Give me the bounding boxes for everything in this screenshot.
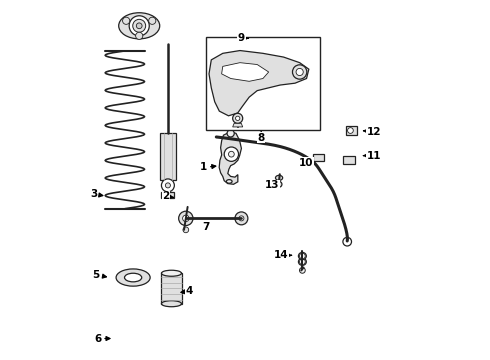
- Circle shape: [183, 227, 189, 233]
- Circle shape: [179, 211, 193, 226]
- Text: 5: 5: [93, 270, 106, 280]
- Polygon shape: [221, 63, 269, 81]
- Polygon shape: [160, 134, 176, 180]
- Text: 8: 8: [258, 132, 265, 143]
- Bar: [205, 37, 320, 130]
- Text: 10: 10: [299, 158, 313, 168]
- Text: 3: 3: [91, 189, 103, 199]
- Polygon shape: [346, 126, 357, 135]
- Circle shape: [228, 151, 234, 157]
- Polygon shape: [161, 192, 174, 198]
- Circle shape: [293, 65, 307, 79]
- Circle shape: [136, 32, 143, 40]
- Circle shape: [129, 16, 149, 36]
- Polygon shape: [233, 123, 243, 127]
- Circle shape: [136, 23, 142, 29]
- Circle shape: [299, 259, 305, 265]
- Circle shape: [122, 17, 130, 24]
- Circle shape: [299, 253, 305, 259]
- Bar: [313, 154, 323, 161]
- Polygon shape: [161, 273, 181, 304]
- Circle shape: [166, 183, 171, 188]
- Ellipse shape: [298, 252, 306, 260]
- Text: 13: 13: [265, 180, 279, 190]
- Ellipse shape: [161, 270, 181, 276]
- Bar: [343, 156, 355, 164]
- Circle shape: [233, 113, 243, 123]
- Ellipse shape: [124, 273, 142, 282]
- Circle shape: [235, 212, 248, 225]
- Circle shape: [347, 128, 353, 134]
- Text: 14: 14: [273, 250, 292, 260]
- Ellipse shape: [116, 269, 150, 286]
- Ellipse shape: [275, 175, 283, 180]
- Circle shape: [236, 116, 240, 121]
- Text: 7: 7: [202, 222, 209, 232]
- Polygon shape: [209, 50, 309, 116]
- Text: 1: 1: [200, 162, 216, 172]
- Text: 12: 12: [364, 127, 381, 136]
- Polygon shape: [219, 132, 242, 184]
- Text: 4: 4: [181, 286, 193, 296]
- Circle shape: [183, 215, 189, 222]
- Text: 2: 2: [163, 191, 173, 201]
- Ellipse shape: [298, 258, 306, 265]
- Text: 11: 11: [364, 150, 381, 161]
- Circle shape: [296, 68, 303, 76]
- Circle shape: [227, 130, 234, 137]
- Circle shape: [343, 237, 351, 246]
- Circle shape: [224, 147, 239, 161]
- Ellipse shape: [161, 301, 181, 307]
- Circle shape: [148, 17, 156, 24]
- Circle shape: [161, 179, 174, 192]
- Text: 9: 9: [238, 33, 248, 43]
- Circle shape: [133, 19, 146, 32]
- Circle shape: [299, 267, 305, 273]
- Circle shape: [239, 216, 244, 221]
- Ellipse shape: [226, 180, 232, 183]
- Ellipse shape: [119, 13, 160, 39]
- Circle shape: [276, 181, 282, 187]
- Text: 6: 6: [94, 333, 110, 343]
